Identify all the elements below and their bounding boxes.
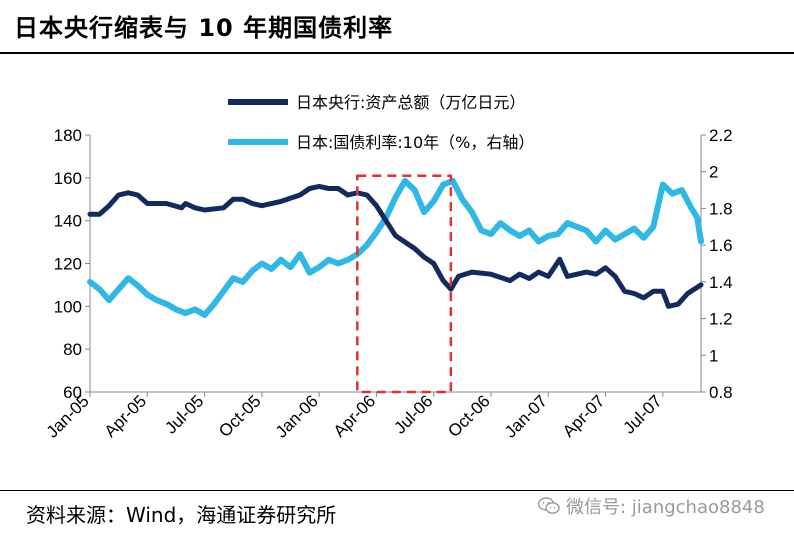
series-layer <box>87 177 704 318</box>
right-tick-label: 1.6 <box>709 236 733 255</box>
x-tick-label: Apr-05 <box>101 391 151 441</box>
source-note: 资料来源：Wind，海通证券研究所 <box>26 503 337 527</box>
chart: 60 80 100 120 140 160 180 0.8 1 1.2 1.4 1.6 1.8 2 2.2… <box>43 93 733 442</box>
series-balance-line <box>87 183 704 309</box>
legend-item-balance: 日本央行:资产总额（万亿日元） <box>228 93 525 112</box>
title-divider <box>0 52 794 54</box>
legend: 日本央行:资产总额（万亿日元） 日本:国债利率:10年（%，右轴） <box>228 93 534 152</box>
x-tick-label: Jul-07 <box>619 391 665 437</box>
footer-divider <box>0 490 794 491</box>
left-tick-label: 60 <box>63 383 82 402</box>
x-tick-label: Oct-05 <box>215 391 265 441</box>
x-tick-label: Apr-06 <box>330 391 380 441</box>
x-tick-label: Jul-06 <box>390 391 436 437</box>
legend-item-yield: 日本:国债利率:10年（%，右轴） <box>228 133 534 152</box>
right-tick-label: 2.2 <box>709 126 733 145</box>
right-tick-label: 2 <box>709 163 718 182</box>
wechat-icon <box>538 497 560 514</box>
right-tick-label: 1 <box>709 346 718 365</box>
right-tick-label: 1.2 <box>709 310 733 329</box>
x-tick-label: Jan-06 <box>272 391 322 441</box>
x-tick-label: Apr-07 <box>559 391 609 441</box>
series-yield-line <box>87 177 704 318</box>
left-tick-label: 160 <box>54 169 82 188</box>
left-tick-label: 80 <box>63 340 82 359</box>
plot-area: 60 80 100 120 140 160 180 0.8 1 1.2 1.4 1.6 1.8 2 2.2… <box>43 126 733 442</box>
legend-label-yield: 日本:国债利率:10年（%，右轴） <box>296 133 534 152</box>
watermark-text: 微信号: jiangchao8848 <box>566 497 765 518</box>
left-tick-label: 180 <box>54 126 82 145</box>
left-tick-label: 120 <box>54 255 82 274</box>
watermark: 微信号: jiangchao8848 <box>538 491 765 521</box>
x-axis-ticks: Jan-05 Apr-05 Jul-05 Oct-05 Jan-06 Apr-06 Jul-… <box>43 391 666 441</box>
right-tick-label: 1.4 <box>709 273 733 292</box>
x-tick-label: Jul-05 <box>161 391 207 437</box>
x-tick-label: Jan-07 <box>501 391 551 441</box>
left-tick-label: 100 <box>54 297 82 316</box>
highlight-box <box>356 174 453 394</box>
right-tick-label: 0.8 <box>709 383 733 402</box>
legend-label-balance: 日本央行:资产总额（万亿日元） <box>296 93 525 112</box>
x-tick-label: Oct-06 <box>444 391 494 441</box>
left-axis-ticks: 60 80 100 120 140 160 180 <box>54 126 90 402</box>
left-tick-label: 140 <box>54 212 82 231</box>
page-title: 日本央行缩表与 10 年期国债利率 <box>14 14 394 42</box>
right-axis-ticks: 0.8 1 1.2 1.4 1.6 1.8 2 2.2 <box>701 126 733 402</box>
right-tick-label: 1.8 <box>709 199 733 218</box>
